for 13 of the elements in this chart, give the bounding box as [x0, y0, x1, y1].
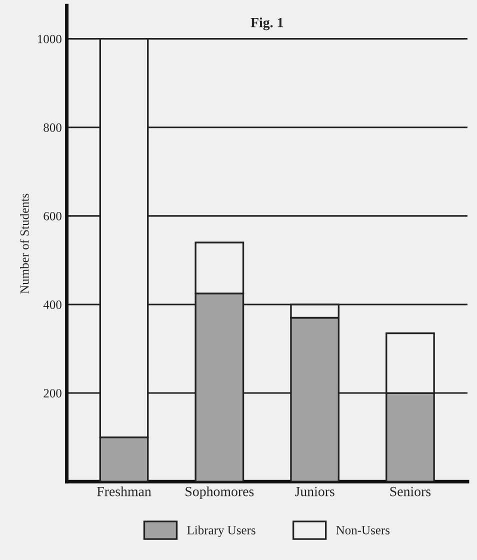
x-tick-label: Juniors [295, 486, 334, 496]
y-tick-label: 1000 [38, 34, 62, 44]
y-tick-label: 600 [44, 212, 62, 220]
legend-label: Library Users [187, 526, 256, 537]
x-tick-label: Seniors [390, 486, 431, 496]
text: Fig. 1 [250, 18, 283, 30]
y-axis-title: Number of Students [20, 194, 29, 294]
x-tick-label: Freshman [97, 486, 152, 496]
y-tick-label: 200 [44, 389, 62, 398]
y-tick-label: 400 [43, 300, 62, 309]
x-tick-label: Sophomores [186, 486, 254, 500]
y-tick-label: 800 [44, 123, 62, 132]
legend-label: Non-Users [336, 526, 390, 534]
